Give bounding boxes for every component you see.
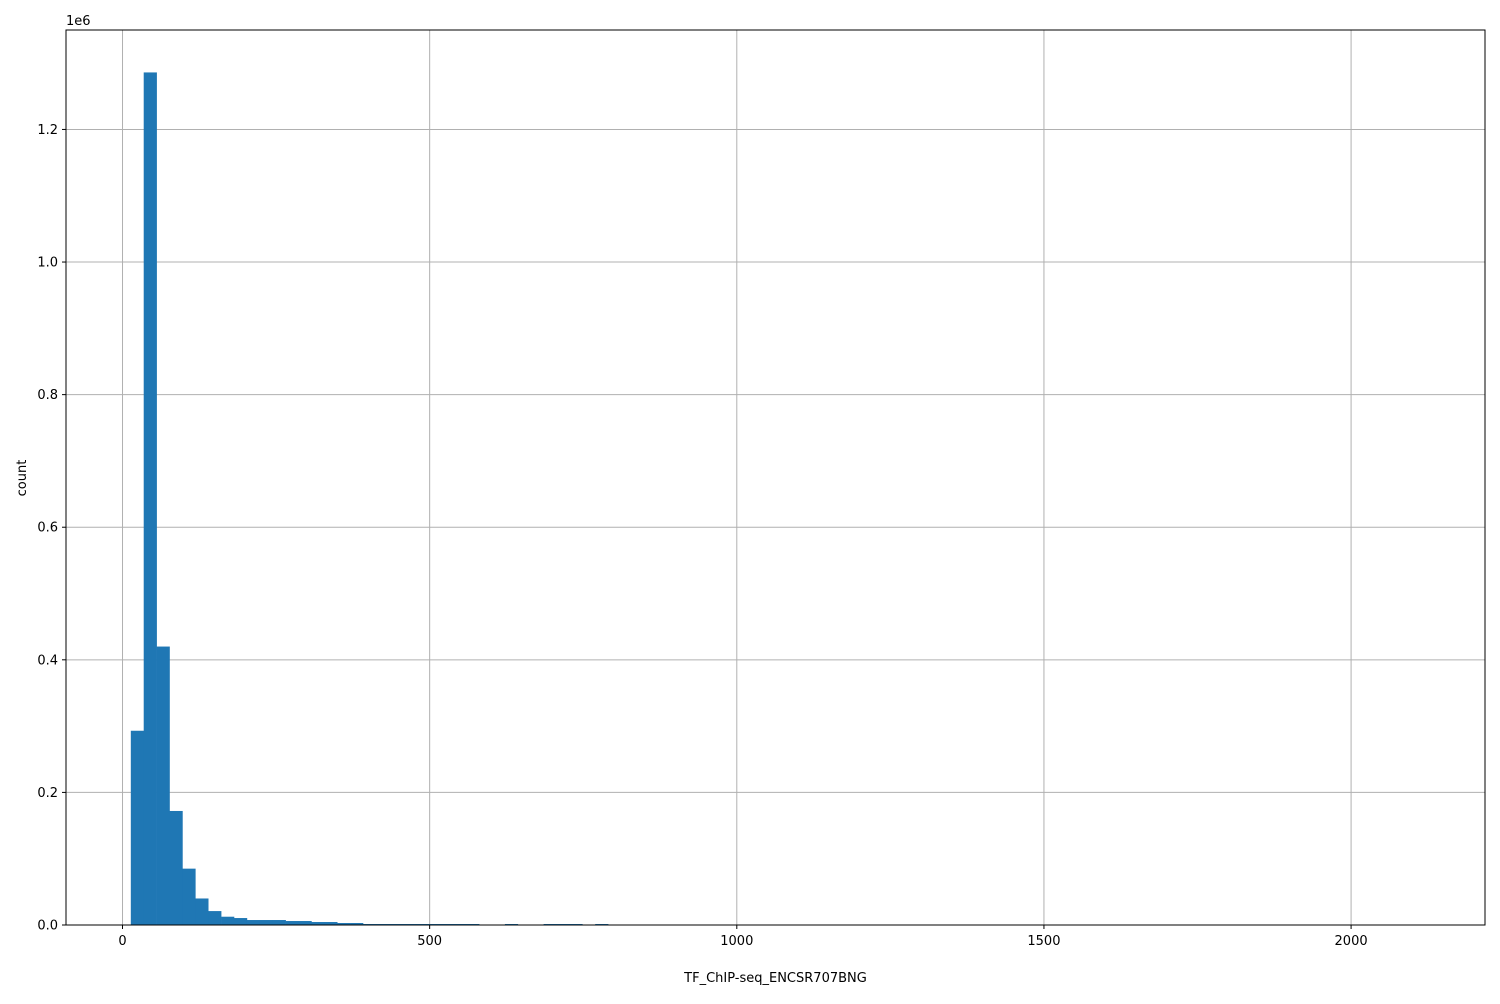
y-tick-label: 0.6 bbox=[37, 521, 58, 536]
histogram-bars bbox=[131, 72, 609, 925]
histogram-bar bbox=[260, 920, 273, 925]
y-axis-ticks: 0.0 0.2 0.4 0.6 0.8 1.0 1.2 bbox=[37, 123, 66, 934]
y-offset-label: 1e6 bbox=[66, 14, 91, 29]
y-tick-label: 0.4 bbox=[37, 653, 58, 668]
histogram-bar bbox=[234, 918, 247, 925]
histogram-bar bbox=[195, 898, 208, 925]
histogram-bar bbox=[273, 920, 286, 925]
x-tick-label: 2000 bbox=[1335, 934, 1368, 949]
histogram-bar bbox=[208, 911, 221, 925]
histogram-bar bbox=[157, 647, 170, 925]
histogram-bar bbox=[131, 731, 144, 925]
histogram-bar bbox=[286, 921, 299, 925]
x-axis-ticks: 0 500 1000 1500 2000 bbox=[118, 925, 1367, 949]
histogram-bar bbox=[182, 869, 195, 925]
x-tick-label: 500 bbox=[417, 934, 442, 949]
histogram-bar bbox=[221, 917, 234, 925]
y-axis-label: count bbox=[15, 460, 30, 497]
y-tick-label: 0.0 bbox=[37, 919, 58, 934]
axes-frame bbox=[66, 30, 1485, 925]
histogram-bar bbox=[170, 811, 183, 925]
x-axis-label: TF_ChIP-seq_ENCSR707BNG bbox=[683, 971, 867, 986]
x-tick-label: 1000 bbox=[720, 934, 753, 949]
grid-lines bbox=[66, 30, 1485, 925]
y-tick-label: 1.0 bbox=[37, 256, 58, 271]
x-tick-label: 1500 bbox=[1027, 934, 1060, 949]
histogram-bar bbox=[144, 72, 157, 925]
histogram-bar bbox=[299, 921, 312, 925]
y-tick-label: 0.2 bbox=[37, 786, 58, 801]
x-tick-label: 0 bbox=[118, 934, 126, 949]
histogram-bar bbox=[247, 920, 260, 925]
y-tick-label: 1.2 bbox=[37, 123, 58, 138]
y-tick-label: 0.8 bbox=[37, 388, 58, 403]
